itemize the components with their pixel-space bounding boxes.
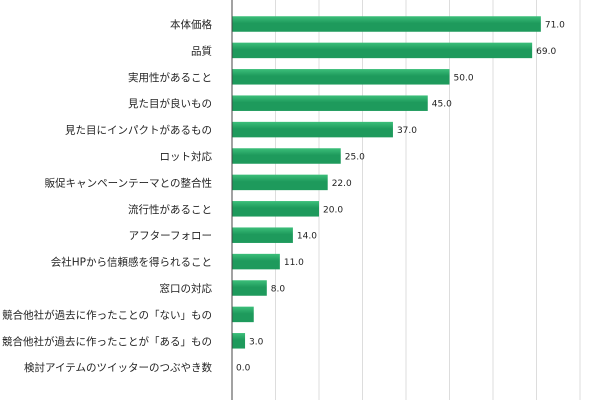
data-label: 71.0 [545, 21, 565, 31]
data-label: 8.0 [271, 285, 286, 295]
category-label: アフターフォロー [129, 230, 212, 242]
category-label: 見た目が良いもの [128, 97, 212, 110]
category-label: 競合他社が過去に作ったことの「ない」もの [2, 308, 212, 321]
category-label: 会社HPから信頼感を得られること [51, 256, 212, 269]
bar [232, 201, 319, 217]
data-label: 20.0 [323, 205, 343, 215]
data-label: 45.0 [432, 100, 452, 110]
category-label: 流行性があること [128, 203, 212, 216]
category-label: ロット対応 [160, 150, 213, 163]
category-label: 本体価格 [170, 18, 212, 31]
bar [232, 121, 393, 138]
category-label: 見た目にインパクトがあるもの [65, 124, 212, 137]
bar [232, 95, 428, 111]
bar [232, 333, 246, 349]
data-label: 22.0 [332, 179, 352, 189]
category-label: 窓口の対応 [160, 282, 213, 295]
bar [232, 42, 533, 59]
category-label: 競合他社が過去に作ったことが「ある」もの [2, 335, 212, 348]
bar [232, 280, 267, 296]
bar [232, 253, 280, 270]
data-label: 69.0 [536, 47, 556, 57]
category-label: 実用性があること [128, 71, 212, 84]
data-label: 25.0 [345, 153, 365, 163]
bar [232, 69, 450, 85]
category-label: 検討アイテムのツイッターのつぶやき数 [24, 361, 212, 374]
bar [232, 306, 254, 323]
bars [232, 16, 541, 349]
category-label: 品質 [191, 44, 212, 57]
category-label: 販促キャンペーンテーマとの整合性 [45, 176, 212, 189]
gridlines [275, 0, 581, 400]
data-label: 14.0 [297, 232, 317, 242]
data-label: 3.0 [249, 337, 264, 347]
bar [232, 16, 541, 32]
bar [232, 174, 328, 191]
data-label: 37.0 [397, 126, 417, 136]
labels: 本体価格 71.0 品質 69.0 実用性があること 50.0 見た目が良いもの 45.0 見た… [2, 18, 565, 374]
bar [232, 227, 293, 243]
data-label: 0.0 [236, 364, 251, 374]
data-label: 50.0 [454, 73, 474, 83]
bar [232, 148, 341, 164]
data-label: 11.0 [284, 258, 304, 268]
